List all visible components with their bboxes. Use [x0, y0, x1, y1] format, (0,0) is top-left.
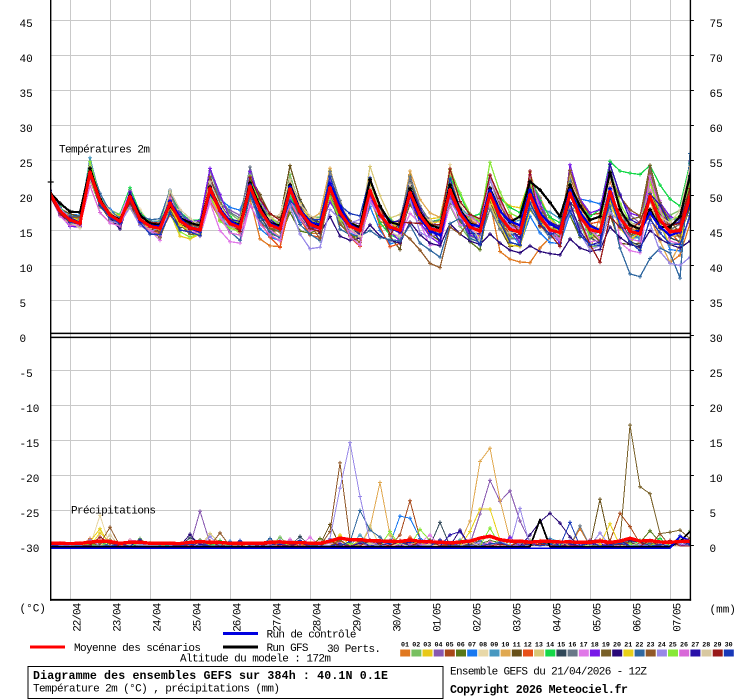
svg-text:20: 20 [613, 642, 621, 650]
svg-text:27: 27 [691, 642, 699, 650]
svg-text:25: 25 [20, 159, 33, 171]
svg-text:Température 2m (°C) , précipit: Température 2m (°C) , précipitations (mm… [33, 684, 280, 696]
svg-text:18: 18 [591, 642, 599, 650]
svg-text:29: 29 [714, 642, 722, 650]
svg-text:35: 35 [710, 299, 723, 311]
svg-text:25: 25 [710, 369, 723, 381]
svg-text:Moyenne des scénarios: Moyenne des scénarios [74, 643, 201, 655]
svg-text:15: 15 [20, 229, 33, 241]
svg-text:40: 40 [20, 54, 33, 66]
svg-text:22/04: 22/04 [73, 602, 85, 631]
svg-text:40: 40 [710, 264, 723, 276]
svg-text:Run GFS: Run GFS [267, 643, 309, 655]
svg-text:Ensemble GEFS du 21/04/2026 -: Ensemble GEFS du 21/04/2026 - 12Z [450, 667, 647, 679]
svg-text:45: 45 [20, 19, 33, 31]
svg-text:01: 01 [401, 642, 409, 650]
svg-text:23/04: 23/04 [113, 602, 125, 631]
svg-text:22: 22 [635, 642, 643, 650]
svg-text:04/05: 04/05 [553, 603, 565, 632]
svg-text:30: 30 [725, 642, 733, 650]
svg-text:29/04: 29/04 [353, 602, 365, 631]
svg-text:26: 26 [680, 642, 688, 650]
svg-text:30: 30 [710, 334, 723, 346]
svg-text:50: 50 [710, 194, 723, 206]
svg-text:-10: -10 [20, 404, 40, 416]
svg-text:14: 14 [546, 642, 554, 650]
svg-text:10: 10 [20, 264, 33, 276]
svg-text:55: 55 [710, 159, 723, 171]
svg-text:30 Perts.: 30 Perts. [327, 644, 381, 656]
svg-text:15: 15 [557, 642, 565, 650]
svg-text:Altitude du modele : 172m: Altitude du modele : 172m [180, 654, 331, 666]
svg-text:Précipitations: Précipitations [71, 506, 156, 518]
svg-text:08: 08 [479, 642, 487, 650]
svg-text:11: 11 [513, 642, 521, 650]
svg-text:25: 25 [669, 642, 677, 650]
svg-text:30: 30 [20, 124, 33, 136]
svg-text:-5: -5 [20, 369, 33, 381]
svg-text:23: 23 [647, 642, 655, 650]
svg-text:70: 70 [710, 54, 723, 66]
svg-text:-20: -20 [20, 474, 40, 486]
svg-text:06/05: 06/05 [633, 603, 645, 632]
svg-text:35: 35 [20, 89, 33, 101]
svg-text:-30: -30 [20, 544, 40, 556]
svg-text:02/05: 02/05 [473, 603, 485, 632]
svg-text:28/04: 28/04 [313, 602, 325, 631]
svg-text:Run de contrôle: Run de contrôle [267, 630, 357, 642]
svg-text:16: 16 [568, 642, 576, 650]
svg-text:10: 10 [710, 474, 723, 486]
svg-text:0: 0 [710, 544, 717, 556]
svg-text:05: 05 [446, 642, 454, 650]
svg-text:15: 15 [710, 439, 723, 451]
svg-text:45: 45 [710, 229, 723, 241]
svg-text:13: 13 [535, 642, 543, 650]
svg-text:28: 28 [702, 642, 710, 650]
svg-text:5: 5 [710, 509, 717, 521]
svg-text:04: 04 [435, 642, 443, 650]
svg-text:24: 24 [658, 642, 666, 650]
svg-text:20: 20 [710, 404, 723, 416]
svg-text:20: 20 [20, 194, 33, 206]
svg-text:02: 02 [412, 642, 420, 650]
svg-text:05/05: 05/05 [593, 603, 605, 632]
svg-text:06: 06 [457, 642, 465, 650]
svg-text:01/05: 01/05 [433, 603, 445, 632]
svg-text:19: 19 [602, 642, 610, 650]
svg-text:09: 09 [490, 642, 498, 650]
svg-text:-25: -25 [20, 509, 40, 521]
svg-text:Copyright 2026 Meteociel.fr: Copyright 2026 Meteociel.fr [450, 684, 628, 697]
svg-text:30/04: 30/04 [393, 602, 405, 631]
svg-text:03/05: 03/05 [513, 603, 525, 632]
svg-text:07: 07 [468, 642, 476, 650]
svg-text:27/04: 27/04 [273, 602, 285, 631]
svg-text:Diagramme des ensembles GEFS s: Diagramme des ensembles GEFS sur 384h : … [33, 670, 388, 683]
svg-text:21: 21 [624, 642, 632, 650]
svg-text:(°C): (°C) [20, 604, 46, 616]
svg-text:12: 12 [524, 642, 532, 650]
svg-text:10: 10 [501, 642, 509, 650]
svg-text:65: 65 [710, 89, 723, 101]
svg-text:Températures 2m: Températures 2m [59, 145, 150, 157]
svg-text:17: 17 [580, 642, 588, 650]
svg-text:5: 5 [20, 299, 27, 311]
svg-text:(mm): (mm) [710, 605, 736, 617]
svg-text:24/04: 24/04 [153, 602, 165, 631]
svg-text:60: 60 [710, 124, 723, 136]
svg-text:03: 03 [423, 642, 431, 650]
svg-text:07/05: 07/05 [673, 603, 685, 632]
svg-text:26/04: 26/04 [233, 602, 245, 631]
svg-text:-15: -15 [20, 439, 40, 451]
svg-text:75: 75 [710, 19, 723, 31]
svg-text:0: 0 [20, 334, 27, 346]
svg-text:25/04: 25/04 [193, 602, 205, 631]
